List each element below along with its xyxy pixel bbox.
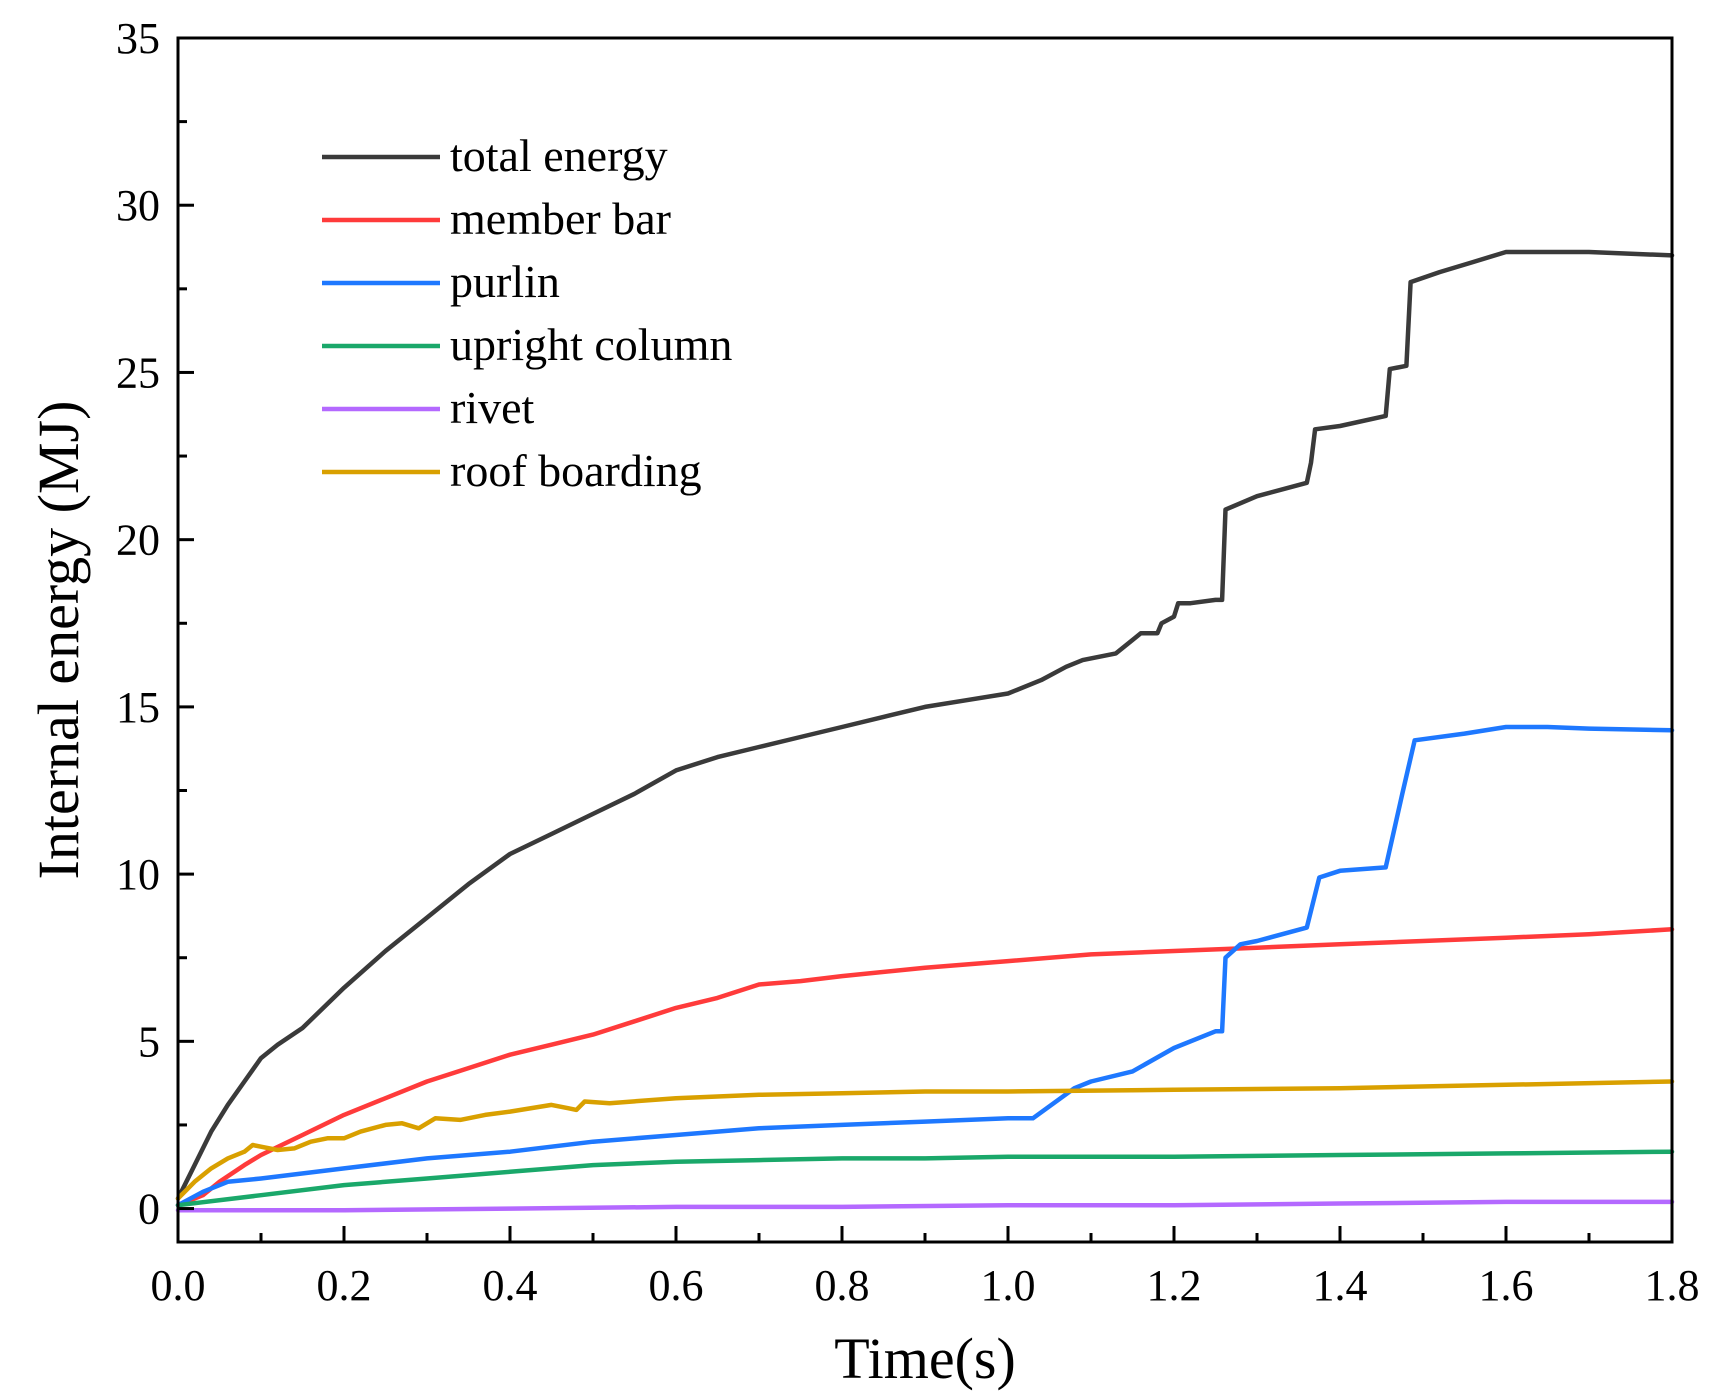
legend-label: total energy: [450, 130, 668, 181]
x-tick-label: 1.6: [1479, 1261, 1534, 1310]
y-tick-label: 15: [116, 683, 160, 732]
x-axis-ticks: 0.0 0.2 0.4 0.6 0.8 1.0 1.2 1.4 1.6 1.8: [151, 1226, 1700, 1310]
y-tick-label: 0: [138, 1185, 160, 1234]
x-tick-label: 0.6: [649, 1261, 704, 1310]
x-axis-title: Time(s): [834, 1326, 1016, 1391]
y-tick-label: 5: [138, 1017, 160, 1066]
y-axis-ticks: 0 5 10 15 20 25 30 35: [116, 14, 194, 1244]
x-tick-label: 0.4: [483, 1261, 538, 1310]
y-tick-label: 30: [116, 181, 160, 230]
legend-label: purlin: [450, 256, 560, 307]
y-axis-title: Internal energy (MJ): [26, 401, 91, 880]
legend-label: rivet: [450, 382, 535, 433]
y-tick-label: 35: [116, 14, 160, 63]
y-tick-label: 25: [116, 348, 160, 397]
legend-label: member bar: [450, 193, 671, 244]
x-tick-label: 0.8: [815, 1261, 870, 1310]
x-tick-label: 1.4: [1313, 1261, 1368, 1310]
series-line-upright-column: [175, 1149, 1675, 1208]
series-line-roof-boarding: [175, 1079, 1675, 1201]
series-line-rivet: [175, 1199, 1675, 1213]
x-tick-label: 1.0: [981, 1261, 1036, 1310]
x-tick-label: 0.2: [317, 1261, 372, 1310]
legend: total energy member bar purlin upright colu…: [322, 130, 732, 496]
y-tick-label: 10: [116, 850, 160, 899]
series-lines: [175, 249, 1675, 1213]
x-tick-label: 1.2: [1147, 1261, 1202, 1310]
legend-label: upright column: [450, 319, 732, 370]
x-tick-label: 0.0: [151, 1261, 206, 1310]
plot-area: 0.0 0.2 0.4 0.6 0.8 1.0 1.2 1.4 1.6 1.8 0 5 10 15 20 2…: [116, 14, 1700, 1310]
series-line-member-bar: [175, 927, 1675, 1208]
series-line-total-energy: [175, 249, 1675, 1201]
legend-label: roof boarding: [450, 445, 702, 496]
series-line-purlin: [175, 724, 1675, 1208]
x-tick-label: 1.8: [1645, 1261, 1700, 1310]
y-tick-label: 20: [116, 516, 160, 565]
